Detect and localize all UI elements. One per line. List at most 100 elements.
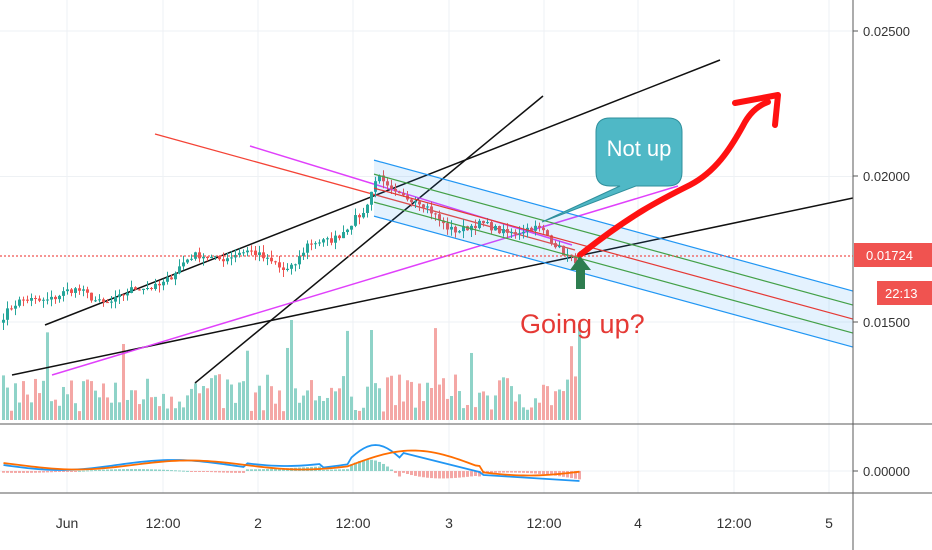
macd-histogram-bar (194, 471, 197, 472)
candle-body (58, 295, 61, 300)
red-arrowhead (732, 92, 781, 128)
macd-histogram-bar (202, 471, 205, 472)
candle-body (74, 288, 77, 293)
channel-band-line (373, 173, 854, 306)
candle-body (518, 233, 521, 235)
volume-bar (74, 403, 77, 420)
candle-body (278, 262, 281, 268)
red-curve-arrow[interactable] (577, 99, 771, 258)
volume-bar (570, 346, 573, 420)
macd-histogram-bar (514, 471, 517, 473)
volume-bar (86, 379, 89, 420)
volume-bar (466, 404, 469, 420)
macd-histogram-bar (554, 471, 557, 476)
volume-bar (398, 374, 401, 420)
candle-body (134, 287, 137, 290)
candle-body (158, 283, 161, 286)
volume-bar (78, 411, 81, 420)
volume-bar (302, 395, 305, 420)
time-axis[interactable]: Jun 12:00 2 12:00 3 12:00 4 12:00 5 (56, 515, 833, 531)
candle-body (102, 299, 105, 303)
macd-histogram-bar (186, 470, 189, 472)
candle-body (294, 264, 297, 266)
price-axis[interactable]: 0.02500 0.02000 0.01500 (853, 24, 910, 330)
candle-body (78, 288, 81, 291)
macd-histogram-bar (178, 470, 181, 472)
last-price-label: 0.01724 (866, 248, 913, 263)
candle-body (366, 204, 369, 213)
channel-drawings[interactable] (373, 159, 854, 348)
candle-body (462, 226, 465, 232)
candle-body (62, 291, 65, 296)
volume-bar (270, 386, 273, 420)
macd-histogram-bar (122, 469, 125, 471)
volume-bar (222, 408, 225, 420)
candle-body (130, 287, 133, 293)
candle-body (574, 255, 577, 264)
macd-histogram-bar (426, 471, 429, 478)
candle-body (374, 181, 377, 192)
volume-bar (150, 397, 153, 420)
volume-bar (542, 384, 545, 420)
macd-histogram-bar (550, 471, 553, 476)
candle-body (286, 268, 289, 270)
macd-histogram-bar (434, 471, 437, 479)
macd-histogram-bar (498, 471, 501, 473)
candle-body (174, 273, 177, 280)
candle-body (162, 281, 165, 286)
macd-histogram-bar (130, 469, 133, 471)
macd-histogram-bar (502, 471, 505, 473)
candle-body (562, 245, 565, 256)
volume-bar (290, 320, 293, 420)
macd-histogram-bar (14, 471, 17, 473)
magenta-support-line (51, 185, 679, 376)
volume-bar (330, 387, 333, 420)
volume-bar (130, 390, 133, 420)
macd-histogram-bar (546, 471, 549, 475)
candle-body (258, 252, 261, 255)
macd-histogram-bar (322, 469, 325, 471)
volume-bar (138, 404, 141, 420)
candle-body (198, 252, 201, 259)
macd-histogram-bar (394, 471, 397, 473)
volume-bar (314, 400, 317, 420)
macd-histogram-bar (242, 471, 245, 473)
macd-histogram-bar (278, 468, 281, 471)
macd-histogram-bar (6, 471, 9, 473)
macd-histogram-bar (390, 469, 393, 471)
volume-bar (158, 406, 161, 420)
macd-histogram-bar (206, 471, 209, 472)
signal-line (3, 449, 580, 477)
volume-bar (506, 378, 509, 420)
candle-body (394, 188, 397, 192)
volume-bar (110, 402, 113, 420)
macd-histogram-bar (138, 469, 141, 471)
volume-bar (166, 408, 169, 420)
candle-body (18, 299, 21, 306)
not-up-callout[interactable]: Not up (541, 117, 683, 223)
macd-tick-label: 0.00000 (863, 464, 910, 479)
volume-bar (266, 374, 269, 420)
candle-body (330, 238, 333, 243)
candle-body (250, 250, 253, 252)
macd-histogram-bar (42, 471, 45, 473)
macd-histogram-bar (254, 469, 257, 471)
volume-bar (410, 381, 413, 420)
candle-body (190, 258, 193, 260)
candle-body (554, 243, 557, 248)
candle-body (510, 232, 513, 234)
volume-bar (338, 388, 341, 420)
volume-bar (370, 330, 373, 420)
candle-body (434, 213, 437, 215)
volume-bar (58, 405, 61, 420)
volume-bar (106, 397, 109, 420)
macd-histogram-bar (22, 471, 25, 473)
macd-histogram-bar (46, 471, 49, 473)
volume-bar (10, 410, 13, 420)
candle-body (546, 230, 549, 236)
candle-body (146, 287, 149, 289)
volume-bar (278, 390, 281, 420)
macd-histogram-bar (34, 471, 37, 473)
channel-band-line (373, 201, 854, 334)
